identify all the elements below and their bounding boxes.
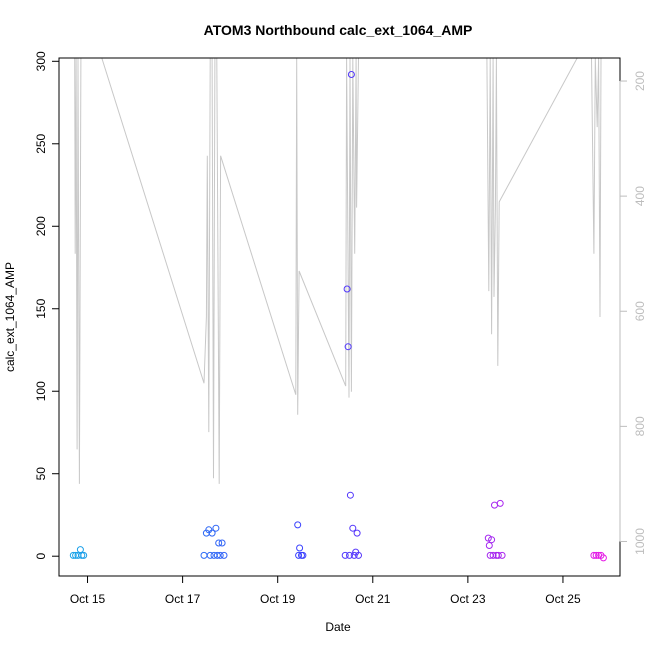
data-point <box>76 546 84 554</box>
y-tick-label: 0 <box>34 553 48 560</box>
x-tick-label: Oct 15 <box>70 592 106 606</box>
data-point <box>353 529 361 537</box>
y-tick-label: 150 <box>34 298 48 318</box>
data-point <box>346 491 354 499</box>
data-point <box>212 524 220 532</box>
x-tick-label: Oct 23 <box>450 592 486 606</box>
y2-tick-label: 1000 <box>633 528 647 555</box>
y2-axis: 200 400 600 800 1000 <box>619 71 647 555</box>
y2-tick-label: 600 <box>633 301 647 321</box>
data-point <box>498 551 506 559</box>
data-point <box>355 551 362 559</box>
x-axis: Oct 15 Oct 17 Oct 19 Oct 21 Oct 23 Oct 25 <box>70 575 581 606</box>
data-point <box>590 551 598 559</box>
x-axis-label: Date <box>325 620 351 634</box>
series-line <box>74 58 602 484</box>
y-tick-label: 250 <box>34 133 48 153</box>
data-point <box>215 539 223 547</box>
data-point <box>488 536 496 544</box>
data-point <box>216 551 224 559</box>
x-tick-label: Oct 21 <box>355 592 391 606</box>
plot-area <box>69 58 607 562</box>
y-axis: 0 50 100 150 200 250 300 <box>34 51 60 560</box>
data-point <box>489 551 497 559</box>
chart-title: ATOM3 Northbound calc_ext_1064_AMP <box>204 22 473 38</box>
data-point <box>69 551 77 559</box>
y2-tick-label: 200 <box>633 71 647 91</box>
data-point <box>343 285 351 293</box>
data-point <box>346 551 353 559</box>
data-point <box>218 539 226 547</box>
y2-tick-label: 800 <box>633 416 647 436</box>
y-tick-label: 300 <box>34 51 48 71</box>
y-tick-label: 50 <box>34 467 48 481</box>
data-point <box>484 534 492 542</box>
data-point <box>485 542 493 549</box>
data-point <box>349 524 357 532</box>
data-point <box>294 521 302 529</box>
y-tick-label: 100 <box>34 381 48 401</box>
data-point <box>299 551 307 559</box>
data-point <box>295 551 303 559</box>
data-point <box>599 554 607 562</box>
data-point <box>206 551 214 559</box>
data-point <box>344 343 352 351</box>
data-point <box>213 551 221 559</box>
x-tick-label: Oct 17 <box>165 592 201 606</box>
data-point <box>491 501 498 509</box>
data-point <box>208 529 216 537</box>
x-tick-label: Oct 25 <box>545 592 581 606</box>
data-point <box>592 551 600 559</box>
data-point <box>200 551 208 559</box>
y-axis-label: calc_ext_1064_AMP <box>3 262 17 372</box>
plot-content <box>69 58 607 562</box>
data-point <box>496 499 504 507</box>
y2-tick-label: 400 <box>633 186 647 206</box>
data-point <box>350 551 358 559</box>
plot-frame <box>58 57 621 577</box>
data-point <box>341 551 349 559</box>
data-point <box>296 544 304 552</box>
data-point <box>494 551 502 559</box>
data-point <box>78 551 86 559</box>
data-point <box>347 71 355 78</box>
x-tick-label: Oct 19 <box>260 592 296 606</box>
data-point <box>220 551 228 559</box>
y-tick-label: 200 <box>34 216 48 236</box>
data-point <box>80 551 88 559</box>
